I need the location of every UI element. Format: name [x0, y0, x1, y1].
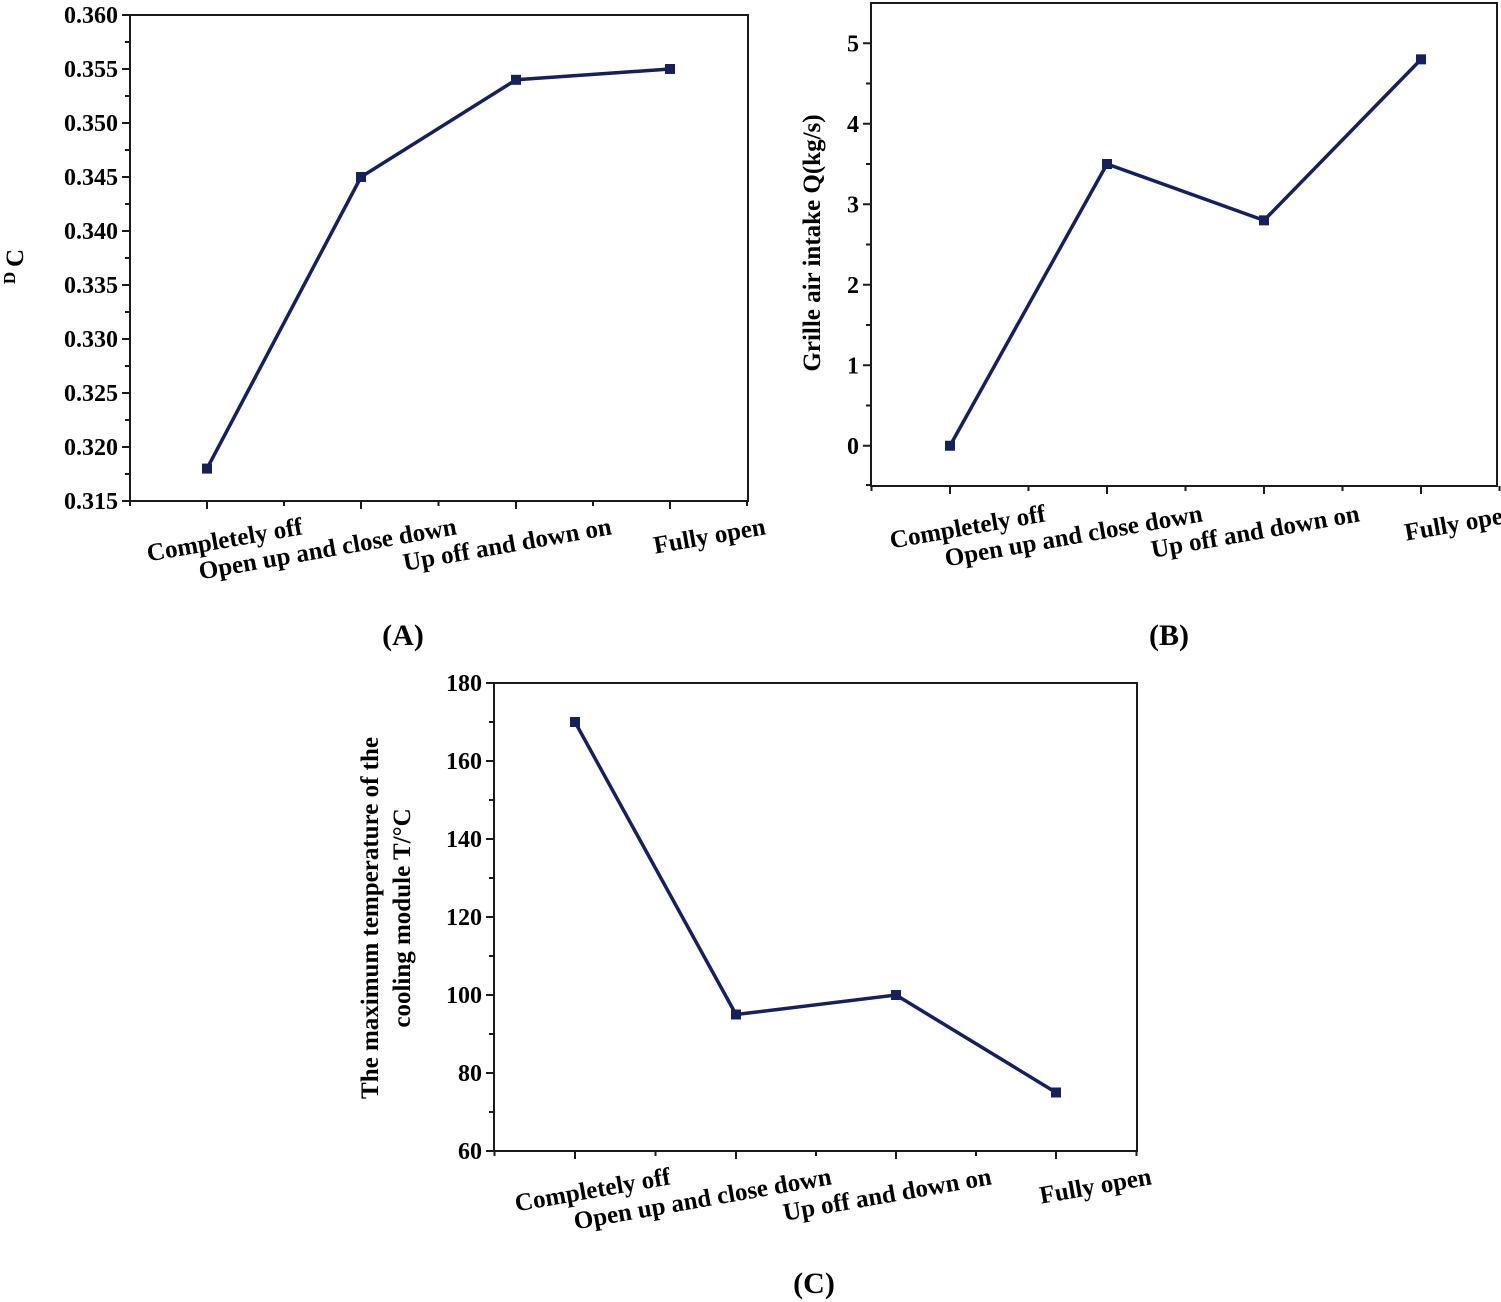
series-line — [205, 67, 671, 470]
y-tick-label: 120 — [446, 905, 482, 931]
data-point-marker — [945, 440, 955, 451]
panel-label: (A) — [382, 619, 424, 652]
chart-panel-a: 0.315 0.320 0.325 0.330 0.335 0.340 0.345 0.350… — [0, 3, 768, 652]
y-tick-label: 140 — [446, 827, 482, 853]
plot-frame — [129, 14, 749, 502]
data-point-marker — [356, 172, 366, 182]
data-point-marker — [731, 1009, 741, 1020]
y-tick-label: 4 — [847, 112, 859, 138]
data-point-marker — [511, 74, 521, 85]
panel-label: (C) — [793, 1267, 835, 1300]
y-axis-label: cooling module T/°C — [389, 808, 416, 1027]
data-point-marker — [1102, 159, 1112, 169]
y-tick-label: 160 — [446, 749, 482, 775]
y-tick-label: 0.350 — [64, 111, 118, 137]
y-axis-label-subscript: D — [0, 272, 19, 284]
y-tick-label: 0.320 — [64, 435, 118, 461]
y-tick-label: 3 — [847, 192, 859, 218]
y-tick-label: 0.335 — [64, 273, 118, 299]
y-tick-label: 2 — [847, 273, 859, 299]
y-tick-label: 0.345 — [64, 165, 118, 191]
y-axis-label: The maximum temperature of the — [357, 737, 384, 1099]
data-point-marker — [1259, 215, 1269, 226]
y-tick-label: 80 — [458, 1061, 482, 1087]
data-point-marker — [570, 717, 580, 727]
y-axis-label: Grille air intake Q(kg/s) — [799, 114, 826, 371]
data-point-marker — [891, 990, 901, 1000]
panel-label: (B) — [1149, 619, 1189, 652]
y-axis-label: C — [2, 249, 29, 267]
x-category-label: Fully open — [1037, 1163, 1153, 1209]
y-tick-label: 180 — [446, 671, 482, 697]
y-tick-label: 0.340 — [64, 219, 118, 245]
series-line — [573, 721, 1057, 1094]
y-tick-label: 60 — [458, 1139, 482, 1165]
data-point-marker — [202, 463, 212, 474]
y-tick-label: 1 — [847, 353, 859, 379]
y-tick-label: 5 — [847, 31, 859, 57]
y-tick-label: 100 — [446, 983, 482, 1009]
y-tick-label: 0.315 — [64, 489, 118, 515]
y-tick-label: 0.360 — [64, 3, 118, 29]
data-point-marker — [1416, 54, 1426, 65]
y-tick-label: 0 — [847, 434, 859, 460]
y-tick-label: 0.325 — [64, 381, 118, 407]
data-point-marker — [665, 64, 675, 74]
data-point-marker — [1051, 1087, 1061, 1098]
x-category-label: Fully open — [1402, 500, 1501, 546]
x-category-label: Fully open — [651, 513, 767, 559]
series-line — [948, 58, 1423, 447]
y-tick-label: 0.355 — [64, 57, 118, 83]
y-tick-label: 0.330 — [64, 327, 118, 353]
